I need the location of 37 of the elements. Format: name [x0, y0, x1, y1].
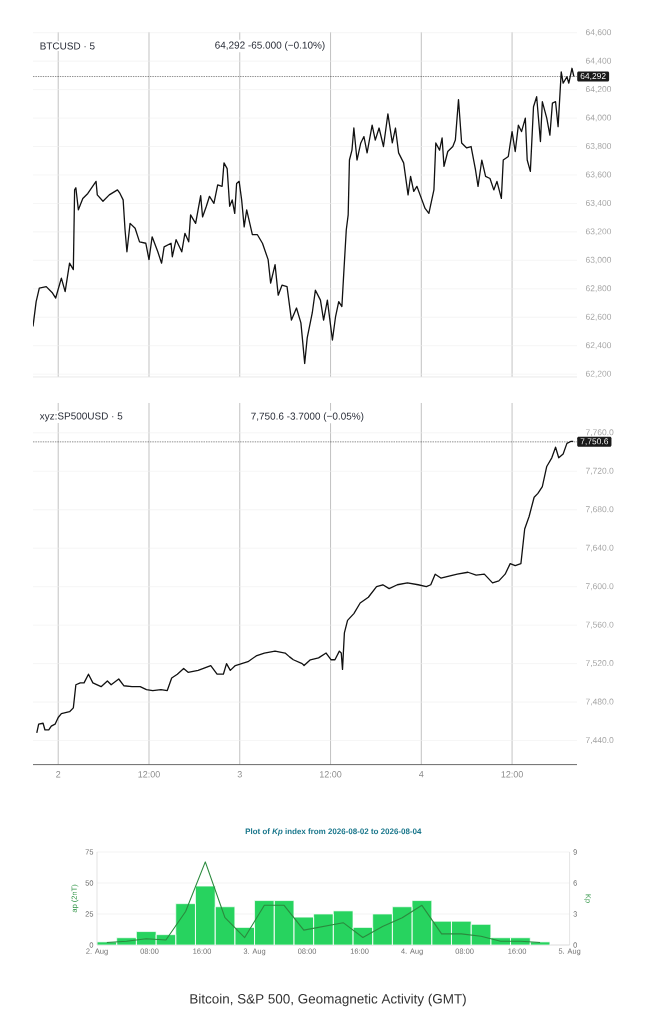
text: xyz:SP500USD · 5 — [39, 412, 123, 422]
text: Bitcoin, S&P 500, Geomagnetic Activity (GMT) — [190, 993, 466, 1007]
y-tick-label: 63,000 — [585, 256, 612, 264]
x-tick-label: 4 — [419, 771, 424, 778]
y-tick-label: 63,200 — [585, 228, 612, 236]
x-tick-label: 12:00 — [501, 771, 523, 778]
y-tick-label: 7,760.0 — [585, 429, 614, 437]
x-tick-label: 2 — [56, 771, 61, 778]
y-tick-label: 63,600 — [585, 171, 612, 179]
ref-line-label: 64,292 — [580, 73, 606, 81]
line-series — [36, 440, 574, 734]
y-tick-label: 7,600.0 — [585, 583, 614, 591]
y-tick-label: 7,560.0 — [585, 621, 614, 629]
y-tick-label: 64,200 — [585, 86, 612, 94]
y-tick-label: 63,400 — [585, 199, 612, 207]
x-tick-label: 12:00 — [320, 771, 342, 778]
y-tick-label: 64,600 — [585, 29, 612, 37]
y-tick-label: 63,800 — [585, 143, 612, 151]
text: 7,750.6 -3.7000 (−0.05%) — [251, 412, 364, 422]
text: BTCUSD · 5 — [40, 42, 95, 50]
line-series — [33, 67, 575, 365]
y-tick-label: 7,720.0 — [585, 467, 614, 475]
x-tick-label: 12:00 — [138, 771, 160, 778]
ref-line-label: 7,750.6 — [580, 438, 609, 446]
y-tick-label: 7,640.0 — [585, 544, 614, 552]
y-tick-label: 62,600 — [585, 313, 612, 321]
y-tick-label: 62,200 — [585, 370, 612, 378]
y-tick-label: 7,680.0 — [585, 506, 614, 514]
y-tick-label: 62,800 — [585, 285, 612, 293]
text: 64,292 -65.000 (−0.10%) — [215, 41, 325, 51]
y-tick-label: 64,000 — [585, 114, 612, 122]
y-tick-label: 62,400 — [585, 342, 612, 350]
y-tick-label: 64,400 — [585, 57, 612, 65]
y-tick-label: 7,440.0 — [585, 737, 614, 745]
y-tick-label: 7,480.0 — [585, 698, 614, 706]
x-tick-label: 3 — [237, 771, 242, 778]
y-tick-label: 7,520.0 — [585, 660, 614, 668]
